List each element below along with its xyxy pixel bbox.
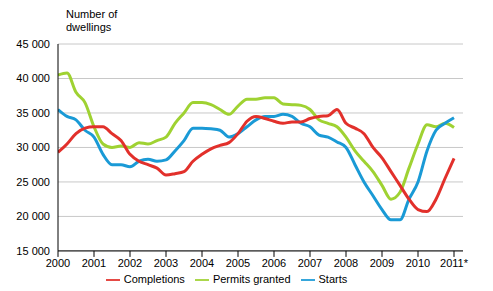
svg-text:2007: 2007 <box>298 257 322 269</box>
svg-text:2001: 2001 <box>82 257 106 269</box>
svg-text:25 000: 25 000 <box>16 176 50 188</box>
html-text:Completions: Completions <box>123 272 185 285</box>
svg-text:2002: 2002 <box>118 257 142 269</box>
svg-text:45 000: 45 000 <box>16 38 50 50</box>
svg-text:2005: 2005 <box>226 257 250 269</box>
svg-text:2004: 2004 <box>190 257 214 269</box>
html-text:Starts: Starts <box>318 272 348 285</box>
html-text:Number of: Number of <box>66 8 118 20</box>
svg-text:2003: 2003 <box>154 257 178 269</box>
svg-text:20 000: 20 000 <box>16 210 50 222</box>
html-text:dwellings: dwellings <box>66 21 112 33</box>
svg-text:40 000: 40 000 <box>16 72 50 84</box>
html-text:Permits granted: Permits granted <box>212 272 291 285</box>
svg-text:2010: 2010 <box>406 257 430 269</box>
svg-text:2011*: 2011* <box>440 257 469 269</box>
svg-text:2008: 2008 <box>334 257 358 269</box>
svg-text:2009: 2009 <box>370 257 394 269</box>
svg-text:2000: 2000 <box>46 257 70 269</box>
svg-text:35 000: 35 000 <box>16 107 50 119</box>
svg-text:30 000: 30 000 <box>16 141 50 153</box>
svg-text:15 000: 15 000 <box>16 245 50 257</box>
svg-text:2006: 2006 <box>262 257 286 269</box>
